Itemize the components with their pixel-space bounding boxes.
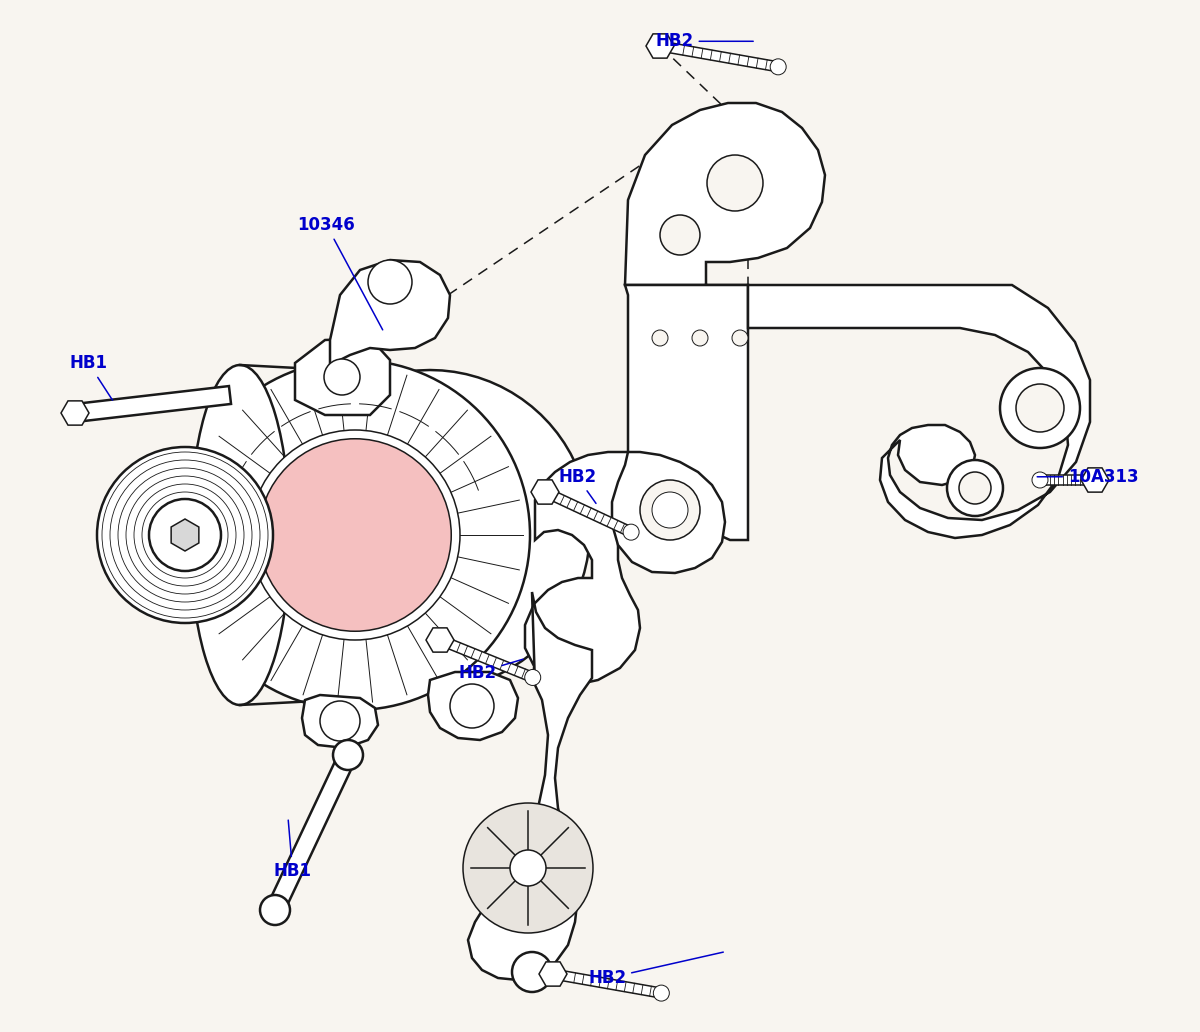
Ellipse shape (190, 365, 290, 705)
Circle shape (97, 447, 274, 623)
Circle shape (959, 472, 991, 504)
Circle shape (623, 524, 640, 540)
Circle shape (450, 684, 494, 728)
Text: HB2: HB2 (458, 659, 523, 682)
Circle shape (770, 59, 786, 75)
Polygon shape (646, 34, 674, 58)
Polygon shape (172, 519, 199, 551)
Polygon shape (612, 452, 725, 573)
Circle shape (510, 850, 546, 886)
Circle shape (250, 430, 460, 640)
Polygon shape (539, 962, 568, 987)
Circle shape (660, 215, 700, 255)
Text: HB2: HB2 (558, 467, 596, 504)
Circle shape (320, 701, 360, 741)
Circle shape (732, 330, 748, 346)
Polygon shape (552, 969, 662, 998)
Polygon shape (530, 480, 559, 504)
Circle shape (707, 155, 763, 211)
Circle shape (180, 360, 530, 710)
Polygon shape (1081, 467, 1109, 492)
Text: HB2: HB2 (588, 953, 724, 988)
Polygon shape (61, 400, 89, 425)
Polygon shape (295, 338, 390, 415)
Circle shape (324, 359, 360, 395)
Text: c     a     r     p     a     r     t     s: c a r p a r t s (260, 580, 580, 600)
Polygon shape (542, 487, 634, 537)
Polygon shape (302, 695, 378, 748)
Polygon shape (426, 627, 454, 652)
Polygon shape (328, 370, 590, 690)
Circle shape (149, 499, 221, 571)
Circle shape (259, 439, 451, 632)
Text: HB2: HB2 (655, 32, 754, 51)
Polygon shape (74, 386, 232, 422)
Circle shape (692, 330, 708, 346)
Circle shape (524, 670, 541, 685)
Text: 10346: 10346 (298, 216, 383, 330)
Circle shape (653, 986, 670, 1001)
Circle shape (463, 803, 593, 933)
Polygon shape (659, 41, 779, 72)
Polygon shape (1040, 475, 1096, 485)
Polygon shape (428, 672, 518, 740)
Circle shape (652, 492, 688, 528)
Polygon shape (526, 285, 748, 685)
Text: s  o  l  e  r  i  a  l  l  o: s o l e r i a l l o (198, 511, 642, 549)
Circle shape (652, 330, 668, 346)
Circle shape (368, 260, 412, 304)
Text: HB1: HB1 (274, 820, 312, 880)
Circle shape (1000, 368, 1080, 448)
Circle shape (1016, 384, 1064, 432)
Circle shape (1032, 472, 1048, 488)
Polygon shape (266, 751, 356, 913)
Polygon shape (438, 636, 534, 682)
Circle shape (947, 460, 1003, 516)
Text: 10A313: 10A313 (1037, 467, 1139, 486)
Circle shape (260, 895, 290, 925)
Polygon shape (748, 285, 1090, 538)
Polygon shape (330, 260, 450, 365)
Polygon shape (625, 103, 826, 295)
Circle shape (334, 740, 364, 770)
Circle shape (512, 952, 552, 992)
Polygon shape (468, 592, 592, 980)
Circle shape (640, 480, 700, 540)
Text: HB1: HB1 (70, 354, 113, 400)
